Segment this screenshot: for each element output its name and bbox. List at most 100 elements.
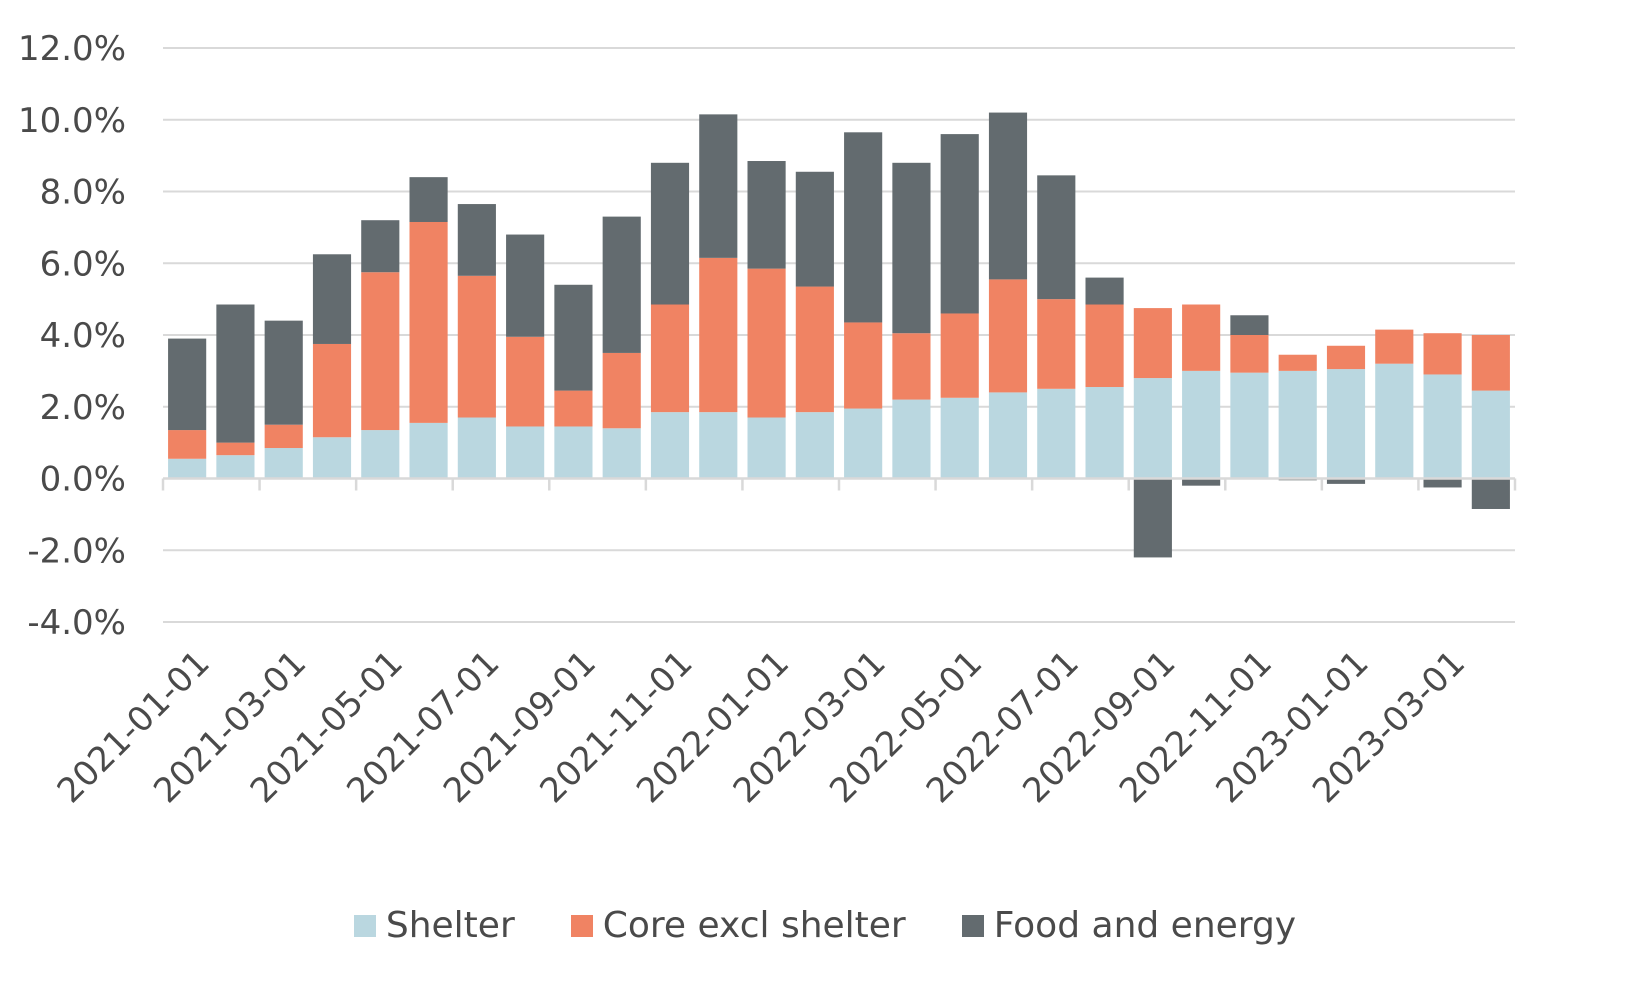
bar-segment	[554, 426, 593, 479]
bar-segment	[650, 162, 690, 305]
bar-segment	[1037, 388, 1076, 479]
bar-segment	[650, 304, 690, 413]
x-axis-tick-labels: 2021-01-012021-03-012021-05-012021-07-01…	[50, 643, 1473, 811]
bar-segment	[1375, 363, 1414, 479]
bar-segment	[216, 442, 255, 456]
y-tick-label: 2.0%	[40, 388, 126, 428]
bar-segment	[312, 437, 352, 479]
bar-segment	[940, 313, 979, 398]
bar-segment	[457, 275, 496, 418]
bar-segment	[602, 352, 641, 429]
bar-segment	[795, 412, 834, 479]
bar-segment	[747, 268, 786, 418]
y-tick-label: -2.0%	[27, 531, 126, 571]
bar-segment	[844, 132, 883, 323]
bar-segment	[844, 322, 883, 409]
bar-segment	[1423, 374, 1462, 479]
bar-segment	[699, 412, 738, 479]
bar-segment	[1085, 387, 1124, 479]
bar-segment	[1182, 478, 1221, 486]
bar-segment	[602, 216, 641, 353]
bar-segment	[1133, 378, 1172, 479]
bar-segment	[168, 458, 207, 479]
y-tick-label: 10.0%	[18, 101, 126, 141]
bar-segment	[361, 430, 400, 479]
bar-segment	[361, 220, 400, 273]
bar-segment	[264, 448, 303, 479]
bar-segment	[844, 408, 883, 479]
bar-segment	[457, 417, 496, 479]
legend-item-shelter: Shelter	[353, 905, 515, 946]
bar-segment	[457, 204, 496, 276]
y-tick-label: 4.0%	[40, 316, 126, 356]
bar-segment	[1230, 372, 1269, 479]
bars	[168, 112, 1510, 558]
bar-segment	[1326, 369, 1366, 479]
y-tick-label: 12.0%	[18, 29, 126, 69]
bar-segment	[1085, 304, 1124, 388]
bar-segment	[1037, 175, 1076, 300]
bar-segment	[168, 338, 207, 431]
bar-segment	[988, 112, 1028, 280]
y-axis-tick-labels: 12.0% 10.0% 8.0% 6.0% 4.0% 2.0% 0.0% -2.0% -4.0%	[18, 29, 126, 643]
bar-segment	[506, 426, 545, 479]
legend-label-food-and-energy: Food and energy	[993, 905, 1297, 946]
bar-segment	[1182, 370, 1221, 479]
legend-swatch-food-and-energy	[961, 914, 984, 937]
bar-segment	[940, 397, 979, 479]
bar-segment	[1471, 390, 1510, 479]
bar-segment	[1278, 370, 1317, 479]
bar-segment	[312, 254, 352, 344]
bar-segment	[1471, 478, 1510, 509]
bar-segment	[506, 336, 545, 427]
bar-segment	[650, 412, 690, 479]
bar-segment	[1133, 478, 1172, 558]
bar-segment	[747, 417, 786, 479]
legend: Shelter Core excl shelter Food and energ…	[0, 905, 1650, 946]
bar-segment	[1133, 308, 1172, 379]
legend-item-food-and-energy: Food and energy	[961, 905, 1297, 946]
bar-segment	[699, 114, 738, 258]
y-tick-label: 6.0%	[40, 244, 126, 284]
bar-segment	[892, 399, 931, 479]
bar-segment	[892, 162, 931, 334]
legend-swatch-core-excl-shelter	[570, 914, 593, 937]
bar-segment	[1085, 277, 1124, 305]
bar-segment	[168, 430, 207, 459]
bar-segment	[747, 161, 786, 269]
bar-segment	[988, 279, 1028, 393]
bar-segment	[312, 343, 352, 438]
bar-segment	[409, 422, 448, 479]
bar-segment	[1326, 345, 1366, 370]
bar-segment	[892, 333, 931, 400]
bar-segment	[988, 392, 1028, 479]
bar-segment	[699, 257, 738, 413]
bar-segment	[1230, 335, 1269, 373]
bar-segment	[795, 286, 834, 413]
bar-segment	[940, 134, 979, 314]
legend-item-core-excl-shelter: Core excl shelter	[570, 905, 906, 946]
legend-swatch-shelter	[353, 914, 376, 937]
legend-label-shelter: Shelter	[385, 905, 515, 946]
bar-segment	[554, 284, 593, 391]
bar-segment	[409, 221, 448, 423]
bar-segment	[216, 455, 255, 479]
bar-segment	[264, 320, 303, 425]
bar-segment	[506, 234, 545, 337]
bar-segment	[1230, 315, 1269, 335]
bar-segment	[1037, 299, 1076, 389]
bar-segment	[409, 177, 448, 222]
bar-segment	[1471, 335, 1510, 391]
y-tick-label: 0.0%	[40, 460, 126, 500]
bar-segment	[216, 304, 255, 443]
bar-segment	[1423, 333, 1462, 375]
bar-segment	[795, 171, 834, 287]
bar-segment	[1278, 354, 1317, 371]
bar-segment	[1423, 478, 1462, 488]
bar-segment	[264, 424, 303, 449]
bar-segment	[1182, 304, 1221, 371]
bar-segment	[361, 272, 400, 431]
y-tick-label: -4.0%	[27, 603, 126, 643]
legend-label-core-excl-shelter: Core excl shelter	[602, 905, 906, 946]
